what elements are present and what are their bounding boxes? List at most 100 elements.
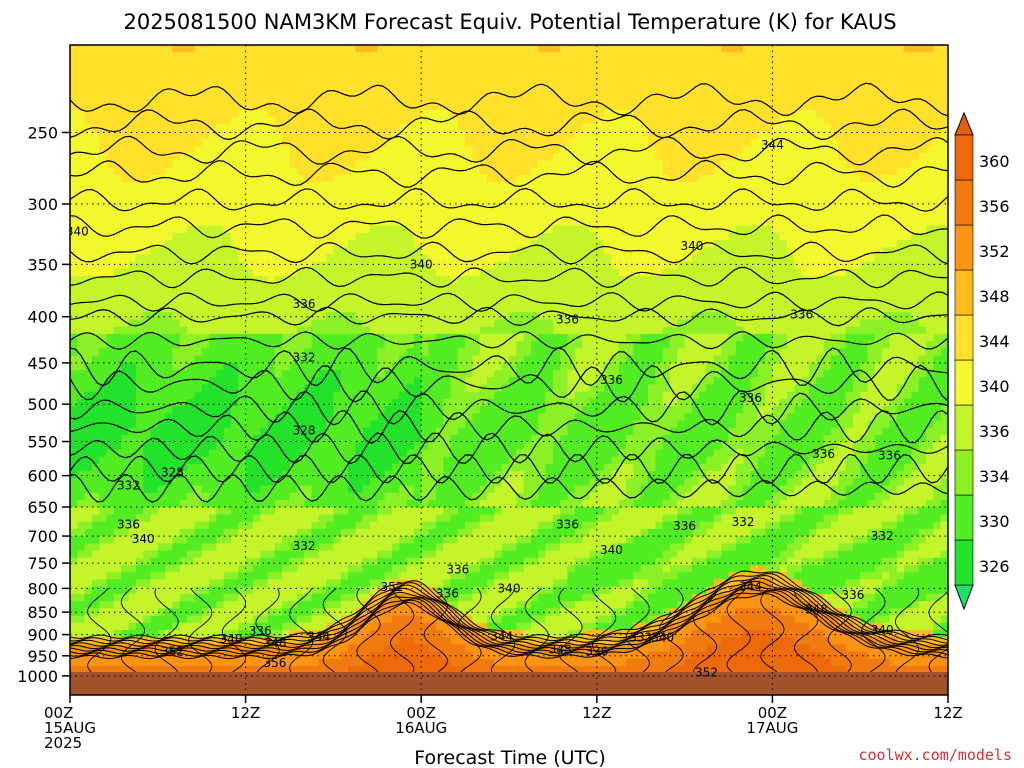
- band-cell: [501, 182, 510, 191]
- band-cell: [187, 261, 195, 270]
- band-cell: [252, 254, 261, 263]
- band-cell: [179, 59, 188, 68]
- band-cell: [113, 59, 122, 68]
- band-cell: [721, 326, 730, 335]
- band-cell: [187, 225, 195, 234]
- band-cell: [274, 73, 283, 82]
- band-cell: [516, 341, 525, 349]
- band-cell: [816, 81, 825, 89]
- band-cell: [194, 66, 203, 75]
- band-cell: [187, 326, 195, 335]
- band-cell: [289, 138, 298, 147]
- band-cell: [911, 290, 920, 299]
- band-cell: [662, 153, 671, 162]
- band-cell: [84, 182, 93, 191]
- band-cell: [399, 59, 408, 68]
- band-cell: [157, 261, 166, 270]
- band-cell: [838, 59, 847, 68]
- band-cell: [830, 153, 839, 162]
- band-cell: [99, 297, 108, 306]
- band-cell: [238, 268, 247, 277]
- band-cell: [355, 232, 364, 241]
- band-cell: [765, 203, 773, 212]
- band-cell: [691, 261, 700, 270]
- band-cell: [443, 232, 452, 241]
- band-cell: [413, 153, 422, 162]
- band-cell: [743, 319, 752, 328]
- band-cell: [640, 110, 649, 118]
- band-cell: [538, 326, 547, 335]
- band-cell: [904, 138, 913, 147]
- band-cell: [509, 59, 517, 68]
- band-cell: [106, 73, 115, 82]
- band-cell: [889, 45, 898, 53]
- band-cell: [867, 189, 876, 198]
- band-cell: [348, 59, 356, 68]
- band-cell: [552, 88, 561, 97]
- band-cell: [757, 283, 766, 292]
- band-cell: [596, 146, 605, 154]
- band-cell: [772, 225, 781, 234]
- band-cell: [326, 254, 334, 263]
- band-cell: [889, 240, 898, 248]
- band-cell: [611, 167, 620, 176]
- band-cell: [318, 124, 327, 133]
- band-cell: [362, 95, 371, 104]
- band-cell: [516, 312, 525, 321]
- band-cell: [655, 81, 664, 89]
- band-cell: [589, 52, 598, 61]
- band-cell: [845, 247, 854, 256]
- band-cell: [589, 45, 598, 53]
- band-cell: [479, 138, 488, 147]
- band-cell: [509, 175, 517, 183]
- band-cell: [933, 153, 942, 162]
- band-cell: [735, 290, 744, 299]
- band-cell: [245, 254, 254, 263]
- band-cell: [128, 254, 137, 263]
- band-cell: [867, 326, 876, 335]
- band-cell: [852, 268, 861, 277]
- band-cell: [889, 102, 898, 111]
- band-cell: [274, 218, 283, 227]
- band-cell: [472, 232, 481, 241]
- band-cell: [589, 73, 598, 82]
- band-cell: [860, 211, 869, 219]
- band-cell: [808, 189, 817, 198]
- band-cell: [260, 305, 269, 313]
- band-cell: [830, 283, 839, 292]
- band-cell: [933, 261, 942, 270]
- band-cell: [655, 203, 664, 212]
- band-cell: [596, 45, 605, 53]
- band-cell: [911, 312, 920, 321]
- band-cell: [874, 117, 883, 126]
- band-cell: [852, 88, 861, 97]
- band-cell: [721, 305, 730, 313]
- band-cell: [896, 254, 905, 263]
- band-cell: [230, 196, 239, 205]
- band-cell: [882, 146, 891, 154]
- band-cell: [355, 66, 364, 75]
- band-cell: [260, 175, 269, 183]
- band-cell: [523, 312, 532, 321]
- band-cell: [428, 138, 437, 147]
- band-cell: [465, 167, 474, 176]
- band-cell: [677, 117, 686, 126]
- band-cell: [640, 218, 649, 227]
- band-cell: [523, 326, 532, 335]
- band-cell: [209, 290, 217, 299]
- band-cell: [274, 45, 283, 53]
- band-cell: [684, 146, 693, 154]
- band-cell: [340, 73, 349, 82]
- band-cell: [216, 52, 225, 61]
- band-cell: [377, 341, 386, 349]
- band-cell: [655, 146, 664, 154]
- band-cell: [450, 218, 459, 227]
- band-cell: [260, 95, 269, 104]
- band-cell: [391, 66, 400, 75]
- band-cell: [662, 175, 671, 183]
- band-cell: [91, 175, 100, 183]
- band-cell: [604, 124, 613, 133]
- band-cell: [326, 247, 334, 256]
- band-cell: [655, 131, 664, 140]
- band-cell: [823, 102, 832, 111]
